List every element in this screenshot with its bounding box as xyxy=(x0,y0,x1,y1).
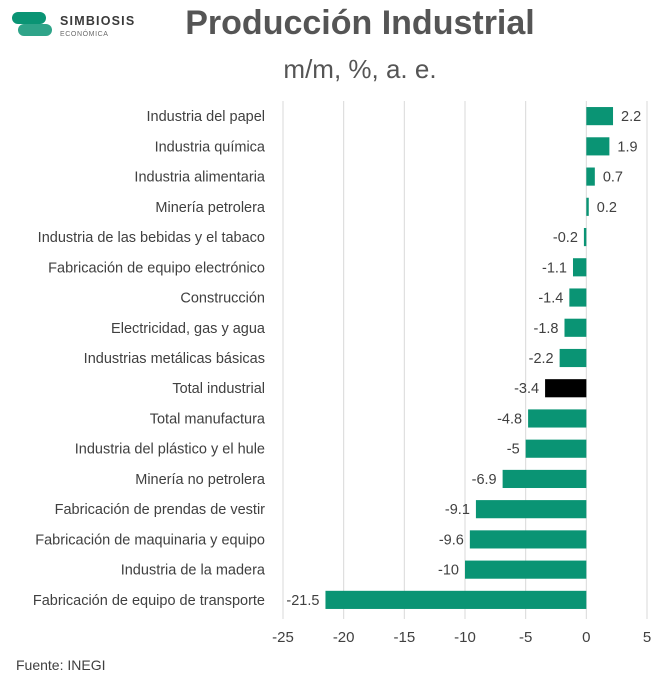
bar xyxy=(475,500,587,519)
bar xyxy=(586,167,595,186)
data-label: -9.1 xyxy=(445,502,470,518)
bar xyxy=(469,530,587,549)
category-label: Total industrial xyxy=(172,381,265,397)
data-label: 0.7 xyxy=(603,170,623,186)
logo-shape-front xyxy=(18,24,52,36)
bar xyxy=(528,409,587,428)
x-tick-label: -25 xyxy=(272,629,294,646)
data-label: -5 xyxy=(507,442,520,458)
x-tick-label: -20 xyxy=(333,629,355,646)
category-label: Construcción xyxy=(180,291,265,307)
data-label: -4.8 xyxy=(497,411,522,427)
category-label: Total manufactura xyxy=(150,411,266,427)
category-label: Minería no petrolera xyxy=(135,472,266,488)
data-label: 1.9 xyxy=(617,139,637,155)
bar xyxy=(525,439,587,458)
chart-title: Producción Industrial xyxy=(185,4,535,42)
data-label: -9.6 xyxy=(439,532,464,548)
category-label: Industria de la madera xyxy=(121,563,266,579)
brand-subname: ECONÓMICA xyxy=(60,31,109,38)
bar xyxy=(569,288,587,307)
data-label: 2.2 xyxy=(621,109,641,125)
bar xyxy=(559,348,587,368)
bar xyxy=(586,107,614,126)
x-tick-label: 0 xyxy=(582,629,590,646)
logo-shape-back xyxy=(12,12,46,24)
bar xyxy=(465,560,587,579)
x-tick-label: 5 xyxy=(643,629,651,646)
data-label: -1.1 xyxy=(542,260,567,276)
x-tick-label: -15 xyxy=(393,629,415,646)
category-label: Fabricación de maquinaria y equipo xyxy=(35,532,265,548)
source-note: Fuente: INEGI xyxy=(16,657,106,673)
bar xyxy=(586,137,610,156)
data-label: -10 xyxy=(438,563,459,579)
data-label: 0.2 xyxy=(597,200,617,216)
category-label: Industrias metálicas básicas xyxy=(84,351,265,367)
bar xyxy=(586,197,589,216)
bar xyxy=(502,469,587,489)
category-label: Industria alimentaria xyxy=(134,170,265,186)
category-label: Minería petrolera xyxy=(155,200,266,216)
category-label: Fabricación de equipo electrónico xyxy=(48,260,265,276)
brand-logo: SIMBIOSIS ECONÓMICA xyxy=(12,10,152,44)
category-label: Industria de las bebidas y el tabaco xyxy=(38,230,265,246)
category-label: Industria del plástico y el hule xyxy=(75,442,265,458)
category-label: Electricidad, gas y agua xyxy=(111,321,266,337)
data-label: -3.4 xyxy=(514,381,539,397)
bar xyxy=(572,258,587,277)
category-label: Industria química xyxy=(155,139,266,155)
data-label: -2.2 xyxy=(529,351,554,367)
category-label: Fabricación de equipo de transporte xyxy=(33,593,265,609)
data-label: -0.2 xyxy=(553,230,578,246)
category-label: Fabricación de prendas de vestir xyxy=(55,502,266,518)
data-label: -1.8 xyxy=(533,321,558,337)
x-tick-label: -5 xyxy=(519,629,532,646)
bar xyxy=(545,379,587,398)
brand-logo-icon xyxy=(12,12,52,36)
bar xyxy=(564,318,587,337)
category-label: Industria del papel xyxy=(147,109,266,125)
bar xyxy=(325,590,587,609)
data-label: -21.5 xyxy=(286,593,319,609)
data-label: -1.4 xyxy=(538,291,563,307)
chart-subtitle: m/m, %, a. e. xyxy=(283,54,437,84)
brand-name: SIMBIOSIS xyxy=(60,14,136,28)
x-tick-label: -10 xyxy=(454,629,476,646)
bar xyxy=(583,227,587,247)
data-label: -6.9 xyxy=(472,472,497,488)
